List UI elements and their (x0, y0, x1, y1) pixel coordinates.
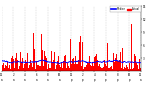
Legend: Median, Actual: Median, Actual (110, 6, 140, 12)
